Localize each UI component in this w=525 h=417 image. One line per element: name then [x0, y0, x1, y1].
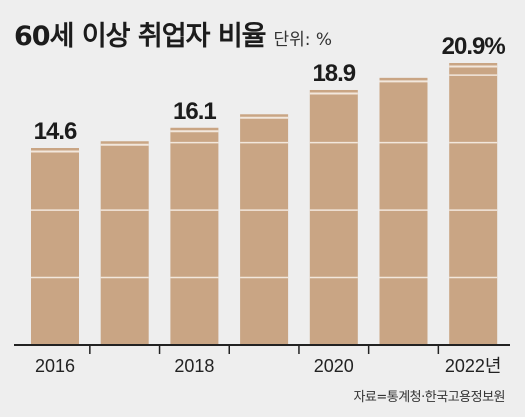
- data-label-2018: 16.1: [173, 98, 216, 125]
- data-label-2016: 14.6: [34, 118, 77, 145]
- bar-2022: [449, 63, 498, 345]
- bar-2021: [379, 77, 428, 345]
- x-tick-label-2022: 2022년: [445, 356, 502, 376]
- bar-2017: [100, 141, 149, 345]
- x-tick-label-2020: 2020: [314, 356, 354, 376]
- bar-2016: [31, 148, 79, 345]
- chart-title: 60세 이상 취업자 비율: [14, 21, 266, 52]
- x-tick-label-2016: 2016: [35, 356, 75, 376]
- x-tick-label-2018: 2018: [174, 356, 214, 376]
- bar-2018: [170, 127, 219, 345]
- title-row: 60세 이상 취업자 비율 단위: %: [14, 14, 332, 53]
- data-label-2020: 18.9: [312, 60, 355, 87]
- unit-label: 단위: %: [273, 30, 333, 50]
- bar-2020: [309, 89, 358, 345]
- bar-2019: [240, 114, 289, 345]
- source-note: 자료=통계청·한국고용정보원: [353, 390, 505, 405]
- data-label-2022: 20.9%: [442, 33, 506, 60]
